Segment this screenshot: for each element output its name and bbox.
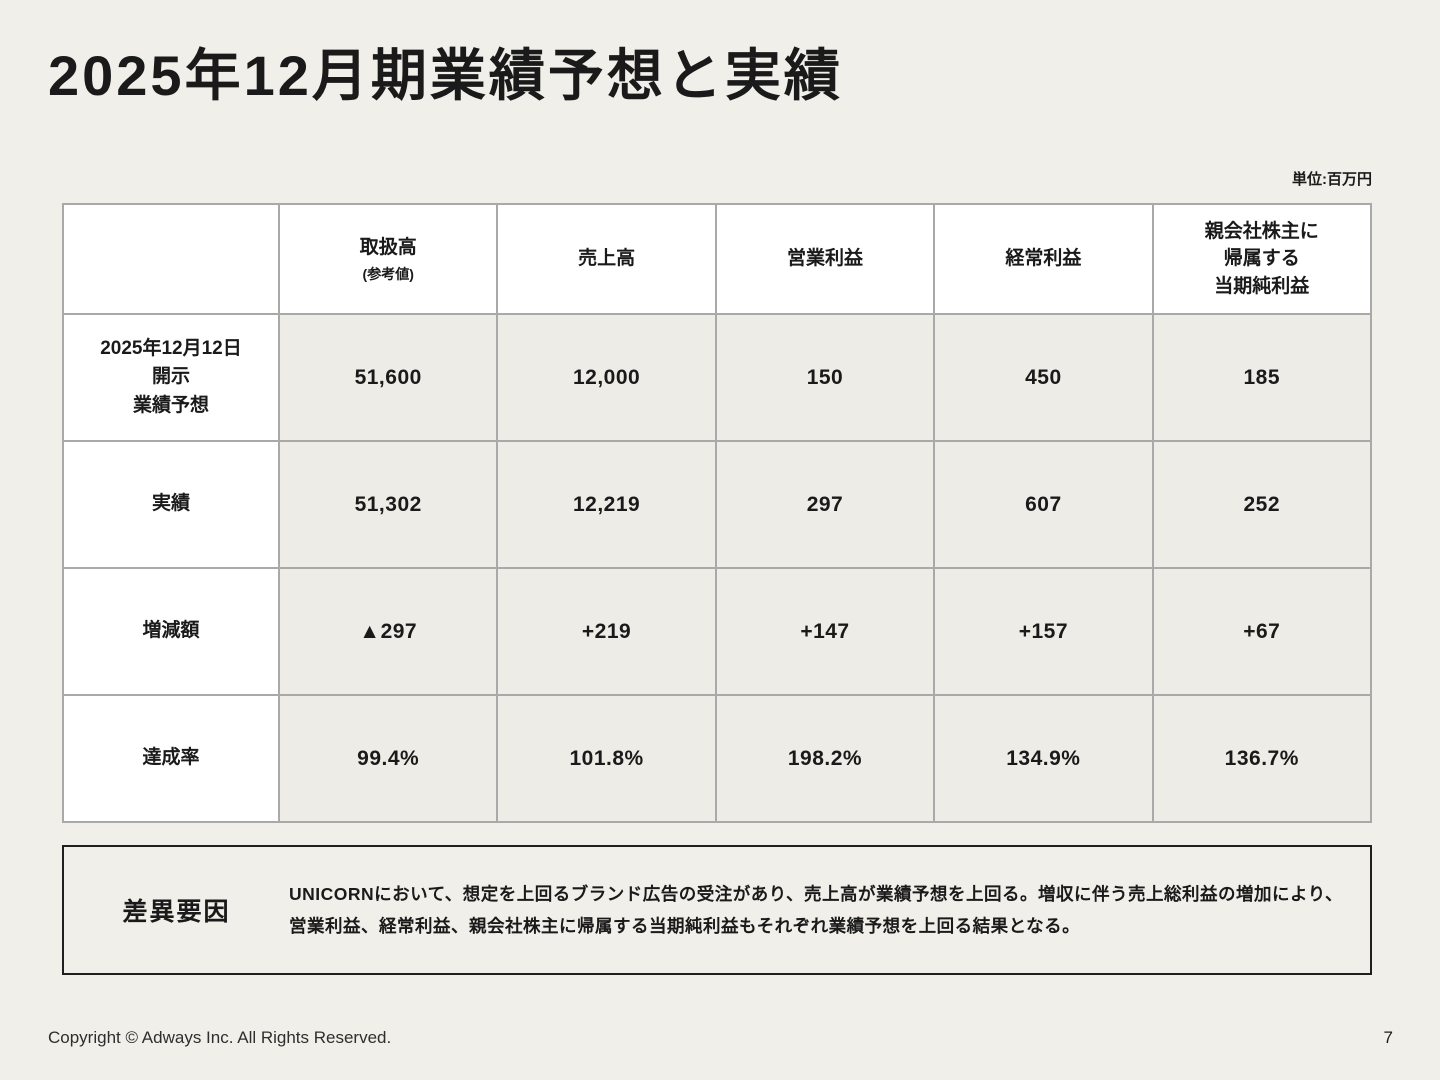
column-header-label: 親会社株主に 帰属する 当期純利益 bbox=[1204, 220, 1319, 297]
column-header-label: 営業利益 bbox=[786, 248, 863, 270]
table-row-forecast: 2025年12月12日 開示 業績予想 51,600 12,000 150 45… bbox=[62, 313, 1373, 442]
column-header-sublabel: (参考値) bbox=[362, 265, 414, 282]
table-cell: 134.9% bbox=[933, 694, 1154, 823]
table-cell: +67 bbox=[1151, 567, 1373, 696]
results-table-container: 取扱高 (参考値) 売上高 営業利益 経常利益 親会社株主に 帰属する 当期純利… bbox=[62, 203, 1373, 823]
table-cell: 198.2% bbox=[714, 694, 936, 823]
header-row: 取扱高 (参考値) 売上高 営業利益 経常利益 親会社株主に 帰属する 当期純利… bbox=[62, 203, 1373, 315]
table-cell: 185 bbox=[1151, 313, 1373, 442]
table-cell: 252 bbox=[1151, 440, 1373, 569]
table-cell: 101.8% bbox=[496, 694, 717, 823]
table-cell: 136.7% bbox=[1151, 694, 1373, 823]
column-header-label: 経常利益 bbox=[1005, 248, 1082, 270]
table-row-change: 増減額 ▲297 +219 +147 +157 +67 bbox=[62, 567, 1373, 696]
table-cell: 12,000 bbox=[496, 313, 717, 442]
table-cell: 150 bbox=[714, 313, 936, 442]
copyright-text: Copyright © Adways Inc. All Rights Reser… bbox=[48, 1028, 392, 1047]
table-cell: 12,219 bbox=[496, 440, 717, 569]
column-header-net-sales: 売上高 bbox=[496, 203, 717, 315]
page-number: 7 bbox=[1383, 1028, 1393, 1047]
row-label-achievement-rate: 達成率 bbox=[62, 694, 280, 823]
column-header-label: 取扱高 bbox=[359, 237, 417, 259]
table-cell: +147 bbox=[714, 567, 936, 696]
table-cell: 607 bbox=[933, 440, 1154, 569]
corner-cell bbox=[62, 203, 280, 315]
difference-factor-box: 差異要因 UNICORNにおいて、想定を上回るブランド広告の受注があり、売上高が… bbox=[62, 845, 1372, 975]
unit-label: 単位:百万円 bbox=[1292, 171, 1372, 188]
table-cell: 51,302 bbox=[277, 440, 499, 569]
page-title: 2025年12月期業績予想と実績 bbox=[48, 44, 843, 107]
difference-factor-label: 差異要因 bbox=[122, 898, 231, 926]
results-table: 取扱高 (参考値) 売上高 営業利益 経常利益 親会社株主に 帰属する 当期純利… bbox=[62, 203, 1373, 823]
table-cell: +219 bbox=[496, 567, 717, 696]
column-header-label: 売上高 bbox=[578, 248, 636, 270]
table-cell: +157 bbox=[933, 567, 1154, 696]
table-cell: 297 bbox=[714, 440, 936, 569]
column-header-operating-profit: 営業利益 bbox=[714, 203, 936, 315]
row-label-actual: 実績 bbox=[62, 440, 280, 569]
table-cell: 51,600 bbox=[277, 313, 499, 442]
table-cell: 99.4% bbox=[277, 694, 499, 823]
table-row-achievement-rate: 達成率 99.4% 101.8% 198.2% 134.9% 136.7% bbox=[62, 694, 1373, 823]
column-header-net-income-attributable-to-parent: 親会社株主に 帰属する 当期純利益 bbox=[1151, 203, 1373, 315]
column-header-ordinary-profit: 経常利益 bbox=[933, 203, 1154, 315]
row-label-forecast: 2025年12月12日 開示 業績予想 bbox=[62, 313, 280, 442]
difference-factor-text: UNICORNにおいて、想定を上回るブランド広告の受注があり、売上高が業績予想を… bbox=[289, 883, 1344, 936]
table-row-actual: 実績 51,302 12,219 297 607 252 bbox=[62, 440, 1373, 569]
table-cell: 450 bbox=[933, 313, 1154, 442]
column-header-transaction-volume: 取扱高 (参考値) bbox=[277, 203, 499, 315]
table-cell: ▲297 bbox=[277, 567, 499, 696]
row-label-change: 増減額 bbox=[62, 567, 280, 696]
